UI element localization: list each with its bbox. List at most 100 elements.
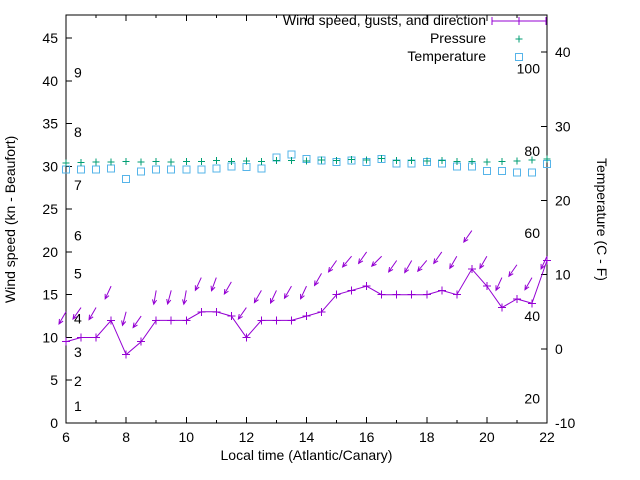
- wind-point-marker: [527, 299, 536, 308]
- wind-series: [58, 230, 551, 359]
- temperature-point-marker: [77, 165, 86, 174]
- temperature-point-marker: [197, 165, 206, 174]
- pressure-point-marker: [318, 156, 326, 164]
- temperature-point-marker: [257, 164, 266, 173]
- fahrenheit-scale-label: 60: [524, 225, 540, 241]
- pressure-point-marker: [272, 156, 280, 164]
- beaufort-scale-label: 8: [74, 124, 82, 140]
- y-left-tick-label: 25: [42, 201, 58, 217]
- pressure-point-marker: [152, 158, 160, 166]
- gust-direction-arrow: [253, 290, 262, 304]
- y-right-tick-label: 0: [555, 341, 563, 357]
- gust-direction-arrow: [151, 290, 158, 306]
- gust-direction-arrow: [540, 255, 548, 270]
- x-tick-label: 8: [122, 429, 130, 445]
- plot-border: [65, 14, 548, 424]
- y-right-tick-label: 10: [555, 267, 571, 283]
- wind-point-marker: [467, 265, 476, 274]
- pressure-point-marker: [498, 157, 506, 165]
- y-left-tick-label: 45: [42, 30, 58, 46]
- temperature-point-marker: [527, 168, 536, 177]
- legend: Wind speed, gusts, and direction Pressure…: [283, 12, 547, 64]
- gust-direction-arrow: [313, 273, 322, 287]
- temperature-point-marker: [242, 163, 251, 172]
- pressure-point-marker: [77, 159, 85, 167]
- temperature-point-marker: [182, 165, 191, 174]
- pressure-point-marker: [348, 156, 356, 164]
- temperature-point-marker: [167, 165, 176, 174]
- pressure-point-marker: [227, 157, 235, 165]
- x-tick-label: 12: [239, 429, 255, 445]
- wind-point-marker: [347, 286, 356, 295]
- fahrenheit-scale-label: 100: [517, 60, 541, 76]
- y-right-tick-label: -10: [555, 415, 575, 431]
- wind-point-marker: [257, 316, 266, 325]
- pressure-point-marker: [167, 158, 175, 166]
- x-tick-label: 22: [539, 429, 555, 445]
- gust-direction-arrow: [300, 285, 307, 300]
- gust-direction-arrow: [433, 251, 443, 265]
- pressure-point-marker: [257, 158, 265, 166]
- wind-point-marker: [422, 290, 431, 299]
- pressure-point-marker: [423, 157, 431, 165]
- x-tick-label: 14: [299, 429, 315, 445]
- gust-direction-arrow: [370, 255, 383, 267]
- gust-direction-arrow: [72, 307, 82, 320]
- pressure-point-marker: [197, 157, 205, 165]
- temperature-point-marker: [92, 165, 101, 174]
- y-left-tick-label: 30: [42, 158, 58, 174]
- gust-direction-arrow: [357, 251, 368, 265]
- pressure-point-marker: [107, 158, 115, 166]
- pressure-point-marker: [438, 156, 446, 164]
- wind-point-marker: [377, 290, 386, 299]
- gust-direction-arrow: [283, 285, 292, 300]
- wind-point-marker: [332, 290, 341, 299]
- temperature-point-marker: [212, 164, 221, 173]
- gust-direction-arrow: [341, 255, 352, 268]
- pressure-point-marker: [363, 156, 371, 164]
- legend-label-wind: Wind speed, gusts, and direction: [283, 12, 486, 28]
- wind-point-marker: [62, 337, 70, 346]
- pressure-point-marker: [513, 157, 521, 165]
- fahrenheit-scale-label: 20: [524, 391, 540, 407]
- gust-direction-arrow: [495, 277, 503, 292]
- wind-point-marker: [543, 256, 551, 265]
- gust-direction-arrow: [479, 255, 488, 270]
- gust-direction-arrow: [194, 277, 202, 292]
- pressure-point-marker: [453, 157, 461, 165]
- wind-point-marker: [437, 286, 446, 295]
- wind-point-marker: [227, 312, 236, 321]
- y-right-tick-label: 30: [555, 118, 571, 134]
- pressure-point-marker: [393, 156, 401, 164]
- beaufort-scale-label: 4: [74, 311, 82, 327]
- gust-direction-arrow: [463, 230, 473, 243]
- x-tick-label: 20: [479, 429, 495, 445]
- wind-point-marker: [167, 316, 176, 325]
- gust-direction-arrow: [58, 311, 67, 325]
- wind-point-marker: [137, 337, 146, 346]
- gust-direction-arrow: [416, 260, 428, 273]
- pressure-point-marker: [92, 158, 100, 166]
- legend-label-temperature: Temperature: [407, 48, 486, 64]
- fahrenheit-scale-labels: 20 40 60 80 100: [517, 60, 541, 406]
- temperature-point-marker: [152, 165, 161, 174]
- gust-direction-arrow: [223, 281, 232, 296]
- wind-point-marker: [407, 290, 416, 299]
- legend-sample-wind-marker: [515, 17, 523, 25]
- y-left-tick-label: 35: [42, 116, 58, 132]
- temperature-point-marker: [122, 174, 131, 183]
- temperature-point-marker: [107, 164, 116, 173]
- x-axis-title: Local time (Atlantic/Canary): [220, 447, 393, 463]
- wind-point-marker: [212, 307, 221, 316]
- pressure-point-marker: [333, 156, 341, 164]
- pressure-point-marker: [182, 157, 190, 165]
- y-right-tick-label: 40: [555, 44, 571, 60]
- beaufort-scale-label: 6: [74, 228, 82, 244]
- wind-point-marker: [317, 307, 326, 316]
- gust-direction-arrow: [182, 290, 188, 306]
- pressure-series: [62, 155, 551, 167]
- wind-point-marker: [392, 290, 401, 299]
- pressure-point-marker: [378, 155, 386, 163]
- wind-point-marker: [182, 316, 191, 325]
